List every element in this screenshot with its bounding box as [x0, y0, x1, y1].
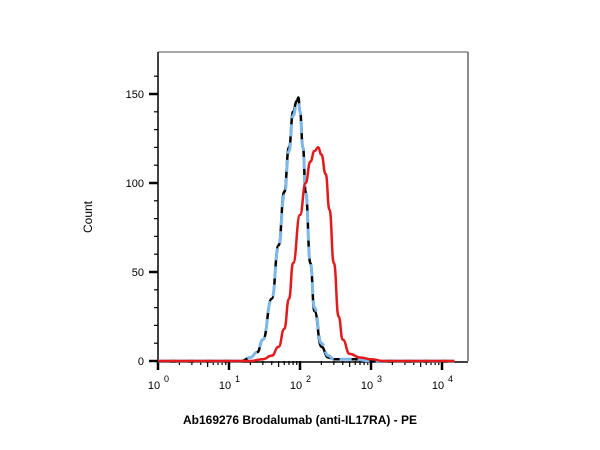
- data-series: [158, 96, 455, 363]
- red-series-line: [158, 146, 455, 363]
- blue-dashed-series-line: [158, 101, 455, 363]
- x-axis: 10 0 10 1 10 2 10 3 10 4: [148, 361, 468, 392]
- y-tick-label: 100: [126, 178, 144, 190]
- x-tick-exponent: 2: [306, 374, 311, 384]
- black-series-line: [158, 96, 455, 363]
- x-tick-exponent: 4: [448, 374, 453, 384]
- x-tick-label: 10: [432, 380, 444, 392]
- x-tick-label: 10: [290, 380, 302, 392]
- y-tick-label: 150: [126, 89, 144, 101]
- y-axis-label: Count: [81, 200, 95, 234]
- x-tick-exponent: 0: [164, 374, 169, 384]
- x-tick-label: 10: [219, 380, 231, 392]
- x-axis-label: Ab169276 Brodalumab (anti-IL17RA) - PE: [182, 413, 418, 427]
- x-tick-label: 10: [361, 380, 373, 392]
- y-axis: 0 50 100 150: [126, 52, 159, 369]
- plot-frame: [158, 51, 469, 361]
- y-tick-label: 0: [138, 356, 144, 368]
- x-tick-exponent: 3: [377, 374, 382, 384]
- x-tick-label: 10: [148, 380, 160, 392]
- y-tick-label: 50: [132, 267, 144, 279]
- x-tick-exponent: 1: [235, 374, 240, 384]
